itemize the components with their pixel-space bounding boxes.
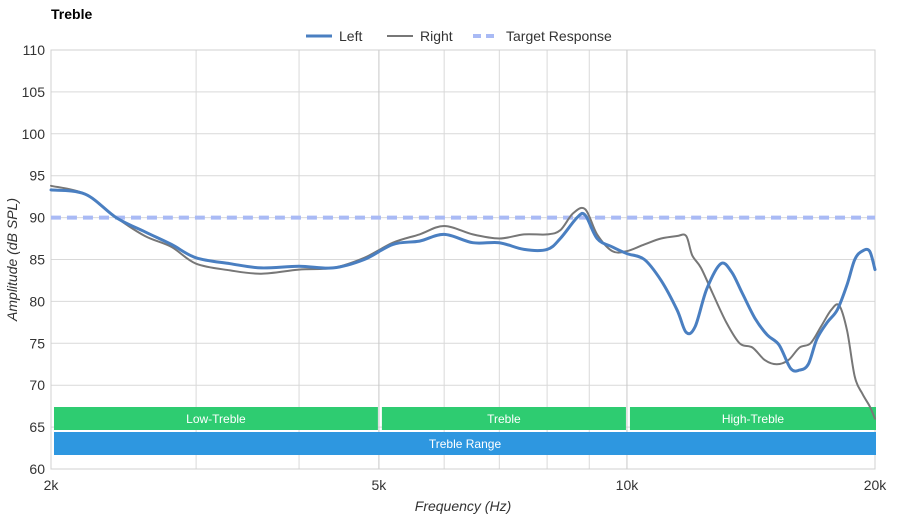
- y-axis-title: Amplitude (dB SPL): [4, 198, 20, 322]
- range-bands: Low-Treble Treble High-Treble Treble Range: [54, 407, 876, 455]
- x-tick-label: 5k: [372, 477, 388, 493]
- band-treble-range: [54, 432, 876, 455]
- legend-label-right: Right: [420, 28, 453, 44]
- y-tick-label: 80: [29, 293, 45, 309]
- band-low-treble: [54, 407, 378, 430]
- y-tick-label: 105: [22, 84, 46, 100]
- axes: 60 65 70 75 80 85 90 95 100 105 110 2k 5k 10k 20k: [22, 42, 888, 493]
- y-tick-label: 65: [29, 419, 45, 435]
- y-tick-label: 85: [29, 252, 45, 268]
- x-tick-label: 10k: [616, 477, 640, 493]
- y-tick-label: 90: [29, 210, 45, 226]
- legend-label-target-response: Target Response: [506, 28, 612, 44]
- band-label-treble-range: Treble Range: [429, 437, 502, 451]
- series-lines: [49, 184, 877, 420]
- y-tick-label: 60: [29, 461, 45, 477]
- series-line-left: [49, 188, 877, 373]
- legend-label-left: Left: [339, 28, 362, 44]
- chart-title: Treble: [51, 6, 93, 22]
- x-tick-label: 20k: [864, 477, 888, 493]
- x-axis-title: Frequency (Hz): [415, 498, 511, 514]
- y-tick-label: 100: [22, 126, 46, 142]
- legend-item-target-response[interactable]: Target Response: [473, 28, 612, 44]
- x-tick-label: 2k: [44, 477, 60, 493]
- band-high-treble: [629, 407, 876, 430]
- y-tick-label: 75: [29, 335, 45, 351]
- y-tick-label: 70: [29, 377, 45, 393]
- legend-item-left[interactable]: Left: [306, 28, 362, 44]
- band-label-high-treble: High-Treble: [722, 412, 785, 426]
- plot-frame: [50, 49, 876, 470]
- band-label-treble: Treble: [487, 412, 521, 426]
- band-label-low-treble: Low-Treble: [186, 412, 246, 426]
- grid: [50, 49, 876, 470]
- y-tick-label: 110: [23, 42, 46, 58]
- legend-item-right[interactable]: Right: [387, 28, 453, 44]
- band-treble: [381, 407, 626, 430]
- y-tick-label: 95: [29, 168, 45, 184]
- legend[interactable]: Left Right Target Response: [306, 28, 612, 44]
- series-line-right: [50, 184, 876, 420]
